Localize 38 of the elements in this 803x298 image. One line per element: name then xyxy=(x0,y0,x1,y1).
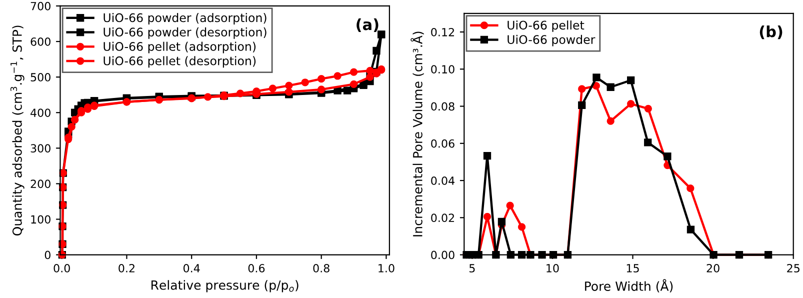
legend-label: UiO-66 pellet xyxy=(508,20,584,32)
annotation: (a) xyxy=(356,18,378,32)
legend-label: UiO-66 pellet (adsorption) xyxy=(104,42,256,54)
x-tick-label: 20 xyxy=(706,264,720,272)
y-tick-label: 700 xyxy=(30,2,50,10)
legend-label: UiO-66 powder xyxy=(508,34,596,46)
y-tick-label: 400 xyxy=(30,108,50,117)
y-tick-label: 0.08 xyxy=(431,102,454,111)
x-tick-label: 10 xyxy=(546,264,559,272)
x-tick-label: 25 xyxy=(787,264,800,272)
legend-label: UiO-66 powder (desorption) xyxy=(104,27,266,39)
x-tick-label: 0.8 xyxy=(313,264,330,272)
x-tick-label: 5 xyxy=(469,264,475,272)
legend-label: UiO-66 powder (adsorption) xyxy=(104,13,266,24)
x-tick-label: 0.0 xyxy=(54,264,70,272)
x-tick-label: 0.4 xyxy=(183,264,200,272)
y-tick-label: 0 xyxy=(44,250,50,260)
x-tick-label: 15 xyxy=(626,264,639,272)
annotation: (b) xyxy=(760,25,782,40)
y-tick-label: 600 xyxy=(30,37,50,46)
x-axis-title: Relative pressure (p/p$_{o}$) xyxy=(152,280,298,292)
y-tick-label: 0.04 xyxy=(431,176,454,185)
x-axis-title: Pore Width (Å) xyxy=(585,279,673,292)
y-tick-label: 0.06 xyxy=(431,139,454,148)
y-tick-label: 0.10 xyxy=(431,65,454,74)
y-axis-title: Quantity adsorbed (cm$^{3}$.g$^{−1}$, STP) xyxy=(10,26,24,236)
x-tick-label: 0.2 xyxy=(118,264,134,272)
y-axis-title: Incremental Pore Volume (cm³.Å) xyxy=(410,32,424,236)
y-tick-label: 100 xyxy=(31,215,50,224)
y-tick-label: 0.02 xyxy=(431,214,454,222)
y-tick-label: 0.00 xyxy=(431,250,454,260)
y-tick-label: 300 xyxy=(30,144,50,153)
legend-label: UiO-66 pellet (desorption) xyxy=(104,56,256,68)
x-tick-label: 1.0 xyxy=(378,264,394,272)
y-tick-label: 500 xyxy=(30,73,50,82)
y-tick-label: 200 xyxy=(30,180,50,188)
y-tick-label: 0.12 xyxy=(431,28,454,36)
x-tick-label: 0.6 xyxy=(248,264,265,272)
